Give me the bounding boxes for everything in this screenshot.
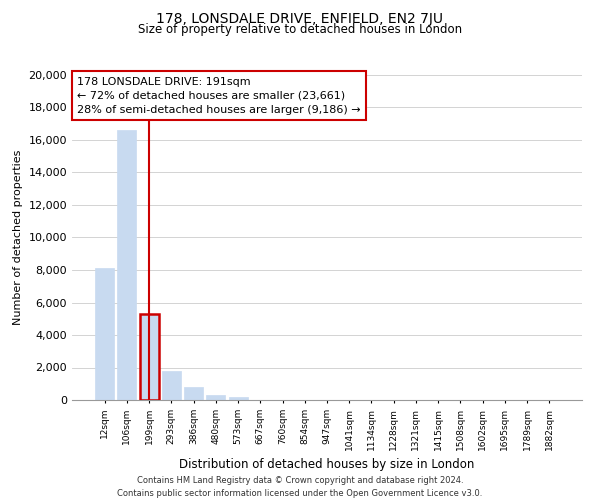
Bar — [229, 397, 248, 400]
Bar — [162, 371, 181, 400]
Bar — [206, 395, 225, 400]
Bar — [118, 130, 136, 400]
Text: Contains HM Land Registry data © Crown copyright and database right 2024.
Contai: Contains HM Land Registry data © Crown c… — [118, 476, 482, 498]
Bar — [140, 314, 158, 400]
Text: 178, LONSDALE DRIVE, ENFIELD, EN2 7JU: 178, LONSDALE DRIVE, ENFIELD, EN2 7JU — [157, 12, 443, 26]
Text: Size of property relative to detached houses in London: Size of property relative to detached ho… — [138, 22, 462, 36]
Bar — [184, 387, 203, 400]
Bar — [140, 314, 158, 400]
Y-axis label: Number of detached properties: Number of detached properties — [13, 150, 23, 325]
Text: 178 LONSDALE DRIVE: 191sqm
← 72% of detached houses are smaller (23,661)
28% of : 178 LONSDALE DRIVE: 191sqm ← 72% of deta… — [77, 76, 361, 114]
X-axis label: Distribution of detached houses by size in London: Distribution of detached houses by size … — [179, 458, 475, 471]
Bar — [95, 268, 114, 400]
